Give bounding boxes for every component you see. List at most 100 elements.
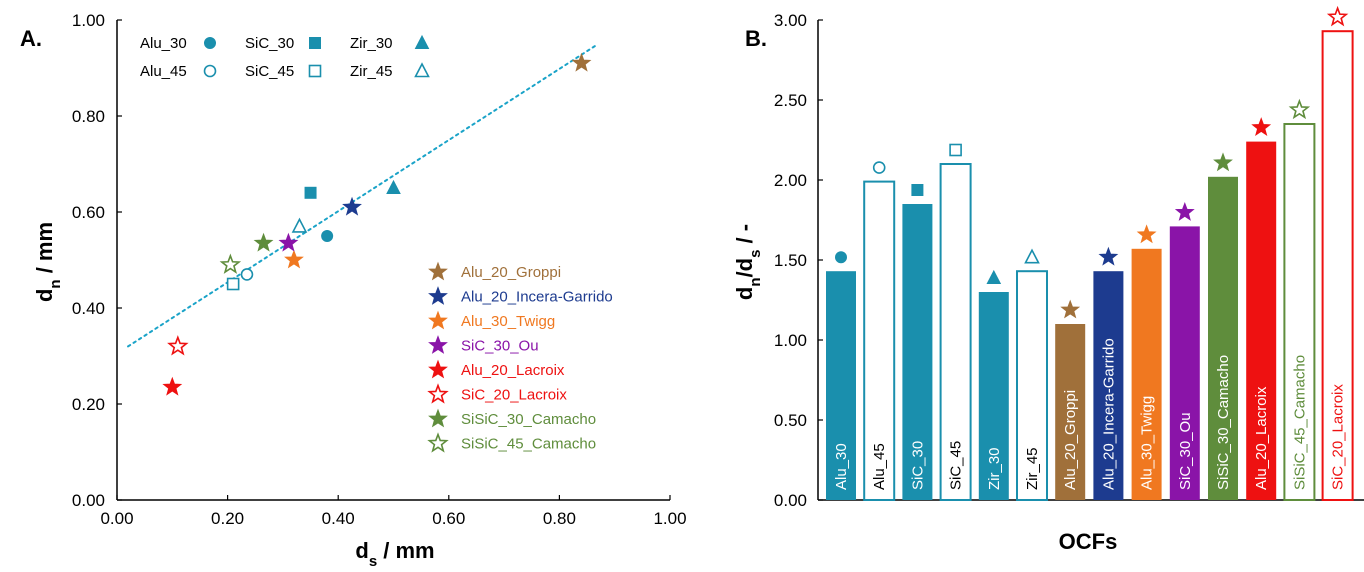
y-tick-label: 0.80 [72,107,105,126]
bar-label: SiSiC_45_Camacho [1291,355,1308,490]
panel-b-y-title-sub1: n [747,277,764,286]
legend-star-icon [427,432,449,453]
point-SiC_20_Lacroix [167,335,189,356]
panel-a-y-title: dn / mm [32,222,64,302]
bar-marker-icon [1251,117,1272,137]
y-tick-label: 0.60 [72,203,105,222]
panel-b-x-title: OCFs [1059,529,1118,554]
legend-bottom-label: SiC_30_Ou [461,338,539,355]
bar-Zir_30: Zir_30 [978,269,1009,500]
point-Zir_30 [386,179,401,194]
point-Zir_45 [291,217,308,233]
bar-Alu_30_Twigg: Alu_30_Twigg [1131,224,1162,500]
bar-label: SiC_45 [948,441,965,490]
bar-marker-icon [1136,224,1157,244]
x-tick-label: 0.40 [322,509,355,528]
bar-SiSiC_30_Camacho: SiSiC_30_Camacho [1208,152,1238,501]
bar-marker-icon [1098,246,1119,266]
legend-top-label: Alu_45 [140,63,187,80]
x-tick-label: 0.60 [432,509,465,528]
legend-circle-filled-icon [204,37,216,49]
point-Alu_30_Twigg [284,249,304,269]
legend-square-filled-icon [309,37,321,49]
panel-b-y-title-mid: /d [732,258,757,278]
legend-bottom-label: Alu_20_Lacroix [461,362,565,379]
bar-Alu_20_Incera-Garrido: Alu_20_Incera-Garrido [1093,246,1124,500]
legend-triangle-filled-icon [414,34,430,49]
panel-b-bars: Alu_30 Alu_45 SiC_30 SiC_45 Zir_30 Zir_45 Alu_… [826,5,1354,502]
x-tick-label: 1.00 [653,509,686,528]
x-tick-label: 0.20 [211,509,244,528]
bar-SiC_20_Lacroix: SiC_20_Lacroix [1321,5,1354,501]
bar-label: SiC_30_Ou [1177,412,1194,490]
bar-rect [1093,271,1124,500]
bar-Alu_20_Lacroix: Alu_20_Lacroix [1246,117,1277,500]
panel-a-points [162,52,592,396]
panel-b-y-title-main: d [732,287,757,300]
bar-rect [1131,248,1162,500]
bar-rect [1208,176,1238,501]
bar-SiC_45: SiC_45 [939,143,972,501]
legend-triangle-open-icon [414,62,430,78]
x-tick-label: 0.00 [100,509,133,528]
panel-b-y-title: dn/ds / - [732,224,764,300]
bar-rect [978,292,1009,500]
legend-top-label: SiC_45 [245,63,294,80]
y-tick-label: 2.50 [774,91,807,110]
legend-star-icon [428,359,448,379]
bar-rect [1055,324,1086,500]
legend-bottom-label: Alu_20_Incera-Garrido [461,289,613,306]
trend-line [127,43,600,348]
legend-star-icon [428,408,448,428]
bar-marker-icon [1326,5,1349,27]
point-Alu_45 [240,268,254,281]
bar-marker-icon [986,269,1002,284]
bar-marker-icon [911,184,924,196]
panel-a-x-title-sub: s [369,553,377,570]
legend-star-icon [428,261,448,281]
panel-a-y-title-rest: / mm [32,222,57,279]
panel-a-y-title-main: d [32,289,57,302]
legend-bottom-label: Alu_30_Twigg [461,313,555,330]
bar-rect [939,163,972,501]
panel-a-legend: Alu_30 SiC_30 Zir_30 Alu_45 SiC_45 Zir_45 Alu_… [140,34,613,453]
legend-circle-open-icon [203,64,217,78]
bar-SiC_30: SiC_30 [902,184,933,500]
bar-rect [1016,270,1048,502]
legend-star-icon [428,286,448,305]
bar-rect [1246,141,1277,500]
point-SiSiC_30_Camacho [253,232,274,252]
panel-a-ticks: 0.00 0.20 0.40 0.60 0.80 1.00 0.00 0.20 0.40 0.60… [72,11,687,528]
point-SiC_30 [304,186,317,199]
bar-SiC_30_Ou: SiC_30_Ou [1169,201,1200,500]
bar-rect [1283,123,1316,501]
panel-a-x-title-rest: / mm [377,538,434,563]
bar-label: SiSiC_30_Camacho [1215,355,1232,490]
bar-marker-icon [949,143,962,157]
bar-marker-icon [1213,152,1233,172]
y-tick-label: 0.50 [774,411,807,430]
y-tick-label: 1.50 [774,251,807,270]
bar-SiSiC_45_Camacho: SiSiC_45_Camacho [1283,98,1316,501]
point-SiC_30_Ou [278,232,299,252]
legend-bottom-label: Alu_20_Groppi [461,264,561,281]
panel-a-trendline [127,43,600,348]
legend-top-label: Zir_30 [350,35,393,52]
bar-rect [1169,226,1200,500]
bar-label: Alu_20_Lacroix [1253,386,1270,490]
legend-star-icon [428,310,448,330]
bar-marker-icon [835,251,847,264]
bar-marker-icon [1024,248,1040,264]
legend-star-icon [428,335,448,354]
point-Alu_30 [321,230,334,242]
bar-label: Alu_20_Groppi [1062,390,1079,490]
y-tick-label: 0.00 [774,491,807,510]
legend-square-open-icon [308,64,322,78]
bar-rect [1321,30,1354,501]
bar-label: Alu_30 [833,443,850,490]
bar-marker-icon [1288,98,1311,120]
y-tick-label: 1.00 [72,11,105,30]
bar-Zir_45: Zir_45 [1016,248,1048,502]
legend-top-label: Alu_30 [140,35,187,52]
